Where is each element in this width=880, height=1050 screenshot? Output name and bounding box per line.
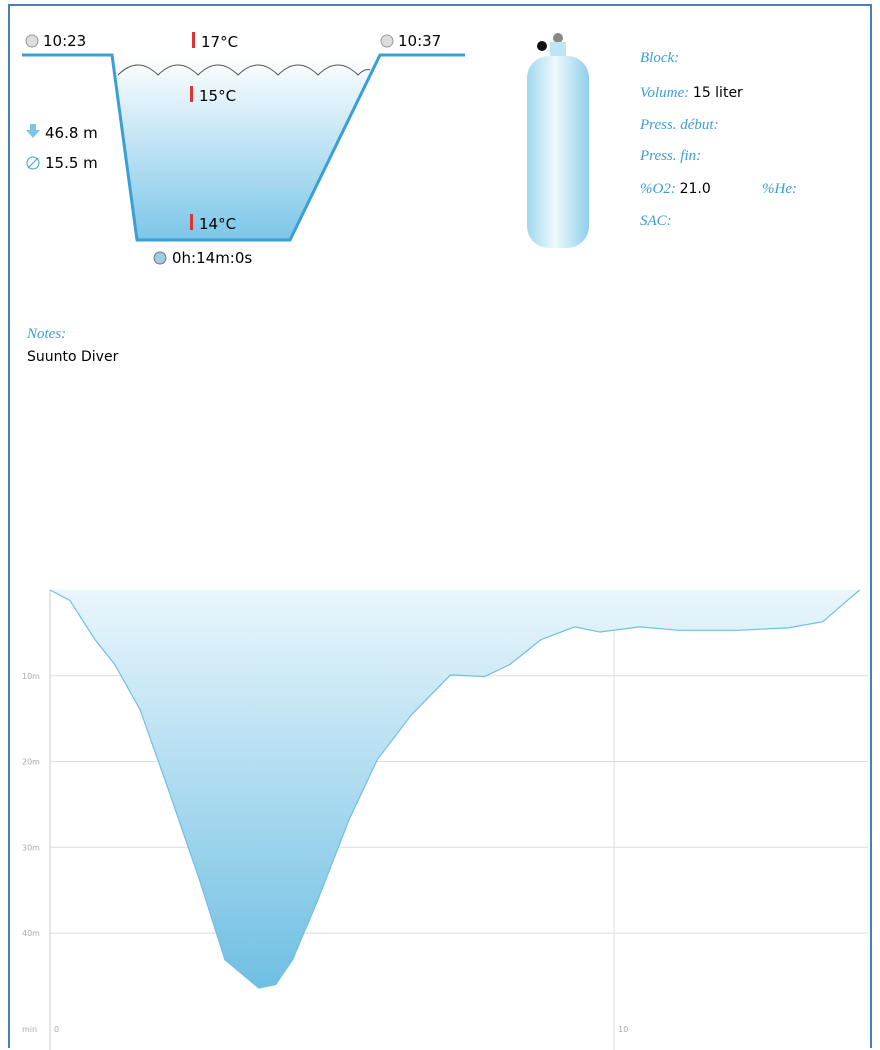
thermometer-icon [190, 86, 193, 102]
x-tick-label: 10 [618, 1025, 628, 1034]
y-tick-label: 30m [22, 843, 40, 852]
thermometer-icon [190, 214, 193, 230]
o2: 21.0 [680, 181, 711, 197]
max-depth: 46.8 m [45, 124, 98, 142]
notes-text: Suunto Diver [27, 349, 118, 365]
tank-body [527, 56, 589, 248]
end-time: 10:37 [398, 32, 441, 50]
mid-temp: 15°C [199, 87, 236, 105]
y-tick-label: 20m [22, 758, 40, 767]
depth-icon [26, 124, 40, 138]
bottom-temp: 14°C [199, 215, 236, 233]
stopwatch-icon [154, 252, 166, 264]
clock-icon [26, 35, 38, 47]
avg-depth: 15.5 m [45, 154, 98, 172]
o2-row: %O2: 21.0 [640, 181, 711, 198]
tank-neck [550, 42, 566, 58]
start-time: 10:23 [43, 32, 86, 50]
x-axis-label: min [22, 1025, 37, 1034]
dive-diagram: 10:23 10:37 17°C 15°C 14°C 46.8 m 15.5 m… [0, 0, 480, 280]
water [112, 55, 380, 240]
page: { "dive": { "start_time": "10:23", "end_… [0, 0, 880, 1050]
volume-row: Volume: 15 liter [640, 85, 743, 102]
x-tick-label: 0 [54, 1025, 59, 1034]
volume: 15 liter [693, 85, 743, 101]
y-tick-label: 10m [22, 672, 40, 681]
valve [537, 41, 547, 51]
press-start-label: Press. début: [640, 117, 719, 134]
press-end-label: Press. fin: [640, 148, 701, 165]
sac-label: SAC: [640, 213, 672, 230]
thermometer-icon [192, 32, 195, 48]
depth-chart: 10m 20m 30m 40m 0 10 min [0, 580, 880, 1050]
valve [553, 33, 563, 43]
avg-icon [28, 158, 38, 168]
surface-temp: 17°C [201, 33, 238, 51]
o2-label: %O2: [640, 181, 676, 197]
depth-area [50, 590, 860, 988]
duration: 0h:14m:0s [172, 249, 252, 267]
volume-label: Volume: [640, 85, 689, 101]
y-tick-label: 40m [22, 929, 40, 938]
notes-label: Notes: [27, 326, 66, 343]
he-label: %He: [762, 181, 797, 198]
clock-icon [381, 35, 393, 47]
block-label: Block: [640, 50, 679, 67]
tank-icon [520, 30, 600, 260]
